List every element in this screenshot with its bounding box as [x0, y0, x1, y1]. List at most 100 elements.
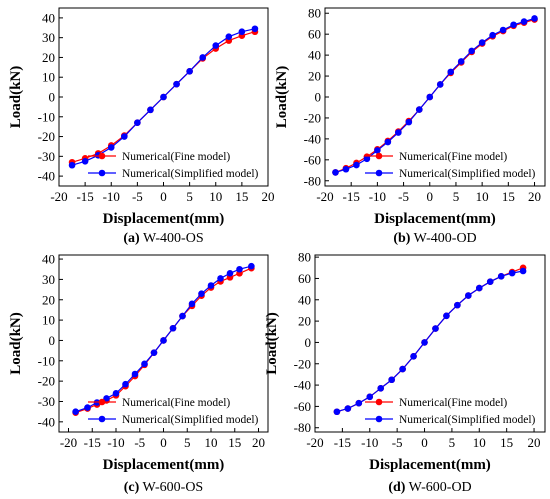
y-tick-label: 0: [315, 90, 322, 105]
data-point-simplified-model: [68, 161, 76, 169]
data-point-simplified-model: [160, 337, 167, 344]
data-point-simplified-model: [443, 312, 450, 320]
legend-marker: [375, 415, 383, 423]
x-tick-label: -5: [392, 435, 403, 450]
legend-label: Numerical(Simplified model): [399, 168, 536, 180]
data-point-simplified-model: [355, 399, 363, 407]
panel-caption-letter: (c): [124, 480, 140, 495]
legend-label: Numerical(Fine model): [122, 397, 230, 409]
data-point-simplified-model: [188, 300, 196, 308]
legend-label: Numerical(Fine model): [122, 151, 230, 163]
series-line-fine-model: [336, 267, 524, 413]
data-point-simplified-model: [486, 278, 494, 285]
panel-caption-letter: (b): [393, 231, 410, 246]
x-tick-label: -5: [398, 189, 409, 204]
x-tick-label: 0: [421, 435, 428, 450]
panel-caption: (a) W-400-OS: [123, 231, 203, 246]
data-point-simplified-model: [121, 133, 128, 140]
data-point-simplified-model: [489, 31, 496, 39]
data-point-simplified-model: [122, 380, 129, 388]
data-point-simplified-model: [112, 390, 120, 397]
data-point-simplified-model: [103, 395, 110, 402]
y-tick-label: 60: [298, 271, 311, 286]
data-point-simplified-model: [388, 376, 395, 384]
data-point-simplified-model: [342, 165, 350, 173]
panel-caption: (d) W-600-OD: [388, 480, 471, 495]
x-tick-label: 15: [502, 189, 515, 204]
y-axis-label: Load(kN): [274, 66, 290, 129]
data-point-simplified-model: [353, 161, 360, 169]
x-tick-label: 15: [235, 189, 248, 204]
legend-marker: [375, 169, 383, 177]
chart-panel-1: -20 -15 -10 -5 0 5 10 15 20 -40 -30 -20 -10 0 10 20 30 40…: [8, 7, 275, 246]
y-tick-label: 20: [298, 314, 311, 329]
y-tick-label: 40: [42, 10, 55, 25]
data-point-simplified-model: [399, 365, 406, 373]
x-tick-label: 0: [160, 189, 167, 204]
x-tick-label: 10: [473, 435, 486, 450]
y-tick-label: 40: [308, 48, 321, 63]
data-point-simplified-model: [508, 269, 516, 277]
y-tick-label: 40: [298, 292, 311, 307]
series-line-simplified-model: [335, 17, 535, 173]
panel-caption-title: W-600-OS: [139, 480, 203, 495]
legend-marker: [375, 398, 383, 406]
data-point-simplified-model: [510, 21, 517, 29]
y-tick-label: -30: [38, 149, 55, 164]
x-tick-label: -20: [306, 435, 323, 450]
y-tick-label: 40: [42, 252, 55, 267]
data-point-simplified-model: [160, 93, 167, 101]
data-point-simplified-model: [212, 42, 220, 49]
data-point-simplified-model: [519, 267, 527, 275]
data-point-simplified-model: [478, 39, 486, 46]
data-point-simplified-model: [377, 384, 385, 392]
y-tick-label: 60: [308, 27, 321, 42]
y-tick-label: 0: [49, 333, 56, 348]
panel-caption-letter: (a): [123, 231, 140, 246]
legend-marker: [375, 152, 383, 160]
series-line-fine-model: [335, 18, 535, 173]
data-point-simplified-model: [333, 408, 341, 416]
x-tick-label: 10: [476, 189, 489, 204]
y-tick-label: 20: [308, 69, 321, 84]
panel-caption-title: W-400-OS: [140, 231, 204, 246]
y-tick-label: 80: [298, 250, 311, 265]
y-tick-label: -80: [304, 173, 321, 188]
data-point-simplified-model: [134, 119, 141, 127]
y-tick-label: -60: [294, 399, 311, 414]
data-point-simplified-model: [198, 290, 205, 297]
data-point-simplified-model: [141, 360, 148, 368]
x-axis-label: Displacement(mm): [374, 211, 496, 227]
data-point-simplified-model: [107, 144, 115, 151]
y-tick-label: 0: [305, 335, 312, 350]
legend-label: Numerical(Fine model): [399, 397, 507, 409]
x-tick-label: 5: [453, 189, 460, 204]
legend-marker: [98, 152, 106, 160]
x-tick-label: -15: [84, 435, 101, 450]
x-axis-label: Displacement(mm): [369, 457, 491, 473]
legend-marker: [98, 415, 106, 423]
data-point-simplified-model: [499, 26, 507, 34]
y-tick-label: -40: [38, 414, 55, 429]
data-point-simplified-model: [179, 312, 186, 320]
data-point-simplified-model: [207, 282, 215, 289]
series-line-simplified-model: [336, 270, 524, 413]
data-point-simplified-model: [225, 33, 233, 40]
x-tick-label: 15: [228, 435, 241, 450]
data-point-simplified-model: [436, 81, 444, 88]
panel-caption-letter: (d): [388, 480, 405, 495]
legend-label: Numerical(Fine model): [399, 151, 507, 163]
data-point-simplified-model: [520, 18, 528, 25]
data-point-simplified-model: [531, 15, 538, 22]
legend-marker: [98, 398, 106, 406]
legend-marker: [98, 169, 106, 177]
y-tick-label: 0: [49, 90, 56, 105]
x-tick-label: 5: [449, 435, 456, 450]
y-tick-label: -20: [38, 129, 55, 144]
data-point-simplified-model: [457, 58, 465, 65]
data-point-simplified-model: [447, 68, 455, 76]
x-tick-label: -20: [50, 189, 67, 204]
data-point-simplified-model: [415, 106, 423, 113]
data-point-simplified-model: [465, 292, 472, 299]
plot-frame: [314, 254, 546, 433]
